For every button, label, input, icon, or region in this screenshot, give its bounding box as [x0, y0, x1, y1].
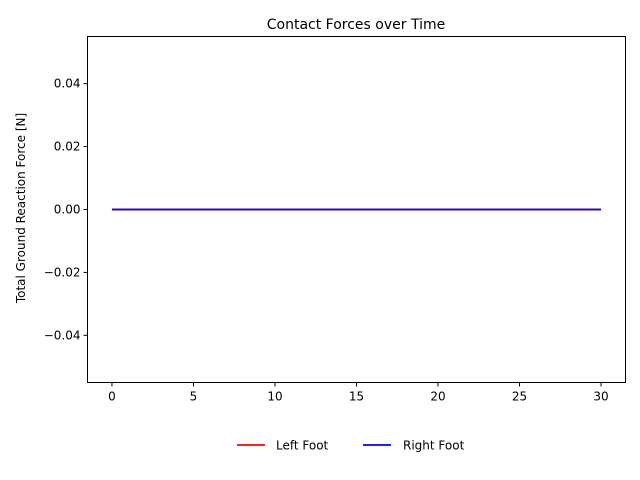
y-tick-label: −0.02 [44, 265, 81, 279]
legend-label: Left Foot [276, 439, 329, 453]
x-tick-label: 25 [512, 390, 527, 404]
chart-title: Contact Forces over Time [267, 17, 445, 33]
y-tick-label: −0.04 [44, 328, 81, 342]
x-tick-label: 5 [190, 390, 198, 404]
x-tick-label: 20 [430, 390, 445, 404]
legend-label: Right Foot [403, 439, 465, 453]
y-tick-label: 0.02 [54, 140, 81, 154]
plot-frame [87, 36, 626, 383]
y-tick-label: 0.04 [54, 77, 81, 91]
y-tick-label: 0.00 [54, 203, 81, 217]
plot-area: 0 5 10 15 20 25 30 0.04 0.02 0.00 −0.02 −0.04 [44, 77, 609, 404]
legend: Left Foot Right Foot [237, 439, 465, 453]
x-tick-label: 15 [349, 390, 364, 404]
x-tick-label: 30 [593, 390, 608, 404]
x-tick-label: 10 [267, 390, 282, 404]
x-tick-label: 0 [108, 390, 116, 404]
y-axis-label: Total Ground Reaction Force [N] [14, 113, 28, 304]
